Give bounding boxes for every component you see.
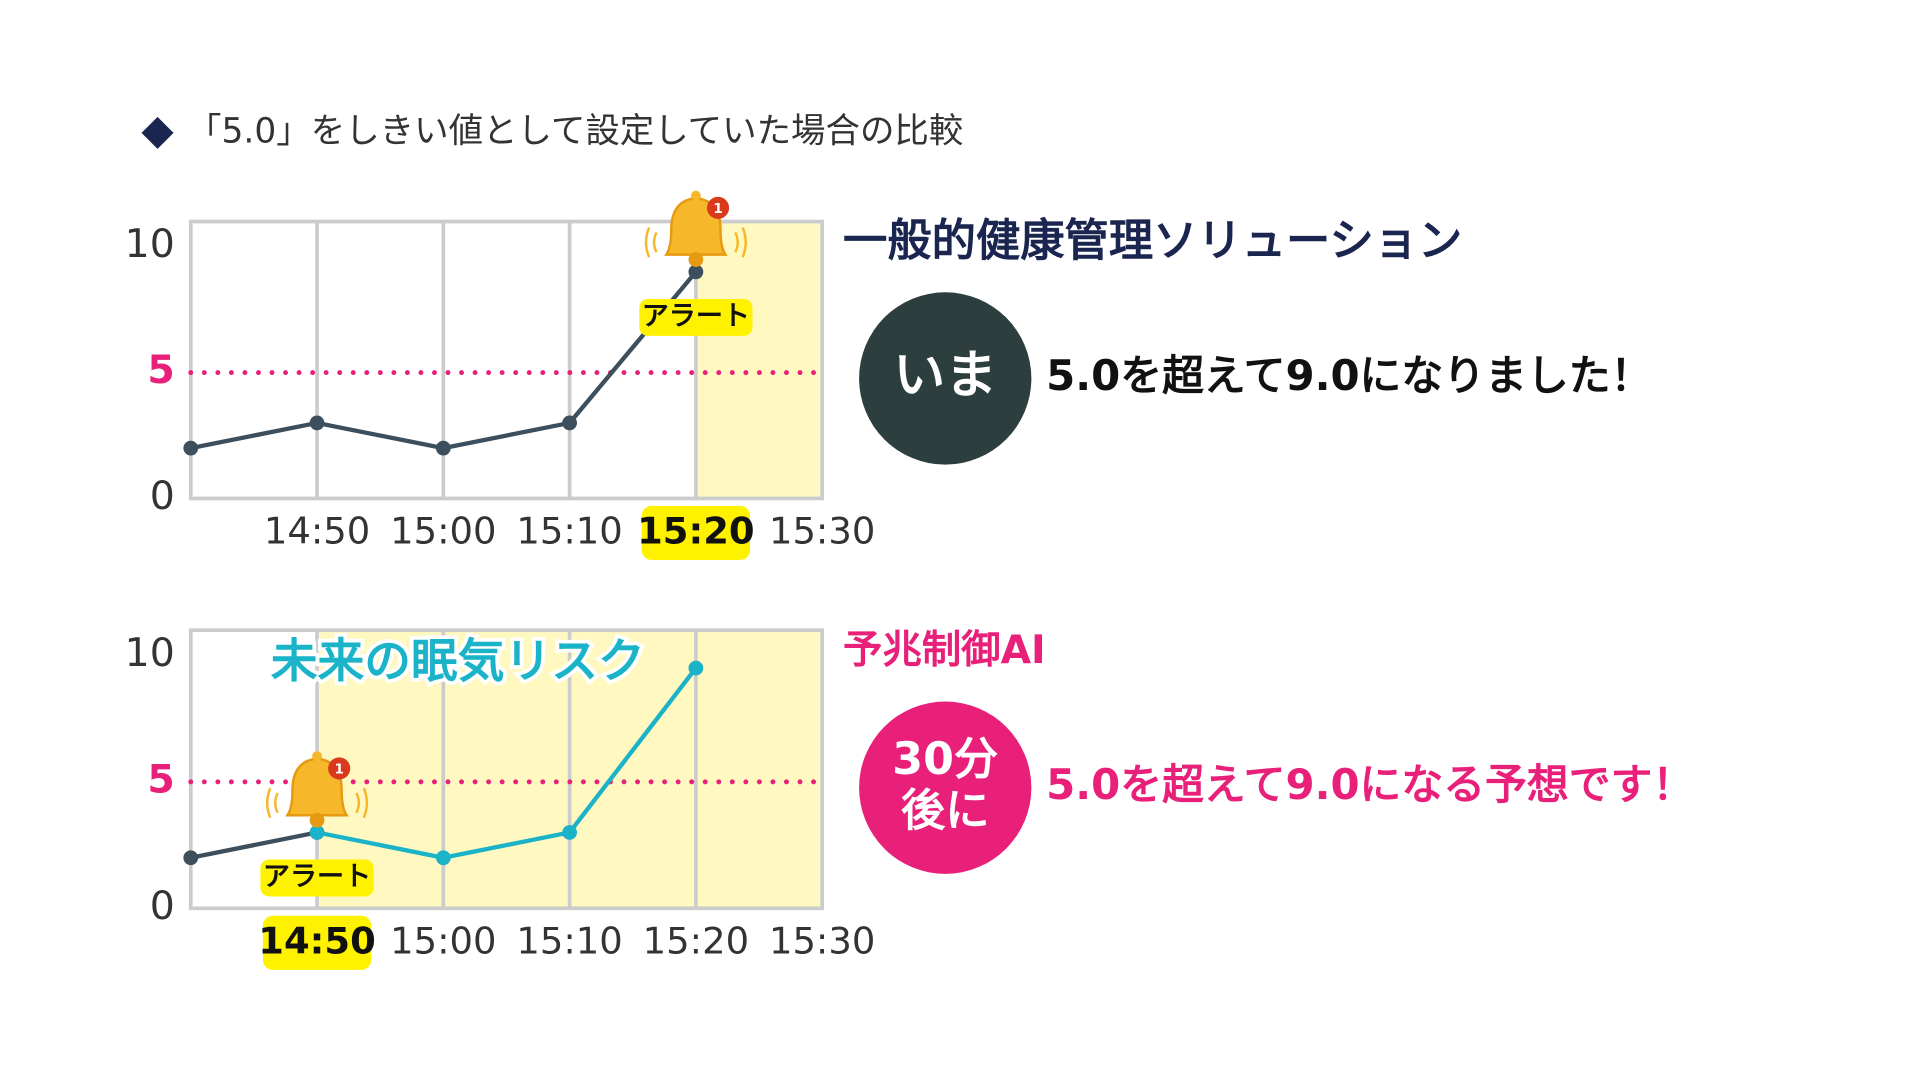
plot-frame (188, 219, 825, 501)
data-point (688, 660, 704, 676)
alert-bell: 1 (265, 751, 369, 828)
message: 5.0を超えて9.0になりました！ (1046, 351, 1652, 400)
plot-frame (188, 628, 825, 911)
badge-text: いま (894, 345, 997, 405)
x-tick-label: 15:10 (516, 919, 622, 962)
highlight-region (695, 221, 823, 499)
x-label-highlight (262, 915, 372, 970)
badge (859, 701, 1032, 874)
data-point (183, 440, 199, 456)
x-label-highlight (641, 505, 751, 560)
badge-text: 後に (901, 786, 990, 837)
bell-ring (362, 787, 369, 819)
bell-count: 1 (334, 762, 343, 778)
bell-clapper (688, 252, 704, 267)
message: 5.0を超えて9.0になる予想です！ (1046, 760, 1694, 809)
badge (859, 292, 1032, 465)
alert-label: アラート (642, 301, 750, 332)
bell-ring (741, 227, 747, 258)
x-tick-label: 15:00 (390, 919, 496, 962)
y-tick-label: 10 (125, 630, 175, 676)
bell-ring (273, 792, 279, 814)
x-tick-label: 15:20 (637, 509, 754, 552)
alert-label: アラート (263, 861, 371, 892)
alert-tag (639, 298, 753, 336)
x-tick-label: 14:50 (264, 509, 370, 552)
y-tick-label: 10 (125, 221, 175, 267)
chart-title: 一般的健康管理ソリューション (843, 216, 1462, 267)
bell-top (690, 190, 701, 201)
bell-clapper (309, 812, 325, 828)
x-tick-label: 15:30 (769, 919, 875, 962)
y-tick-label: 5 (147, 756, 174, 802)
data-point (309, 415, 325, 431)
chart-subtitle: 未来の眠気リスク (271, 635, 645, 689)
chart-title: 予兆制御AI (843, 627, 1046, 673)
y-tick-label: 5 (147, 347, 174, 393)
data-point (688, 264, 704, 280)
series-line (316, 666, 698, 860)
bell-badge (706, 196, 730, 219)
data-point (562, 825, 577, 840)
badge-text: 30分 (892, 734, 998, 785)
alert-bell: 1 (644, 190, 747, 267)
x-tick-label: 15:10 (516, 509, 622, 552)
data-point (183, 850, 199, 866)
bell-ring (734, 231, 739, 253)
bell-top (312, 751, 322, 762)
y-tick-label: 0 (150, 473, 175, 519)
bell-ring (652, 231, 658, 253)
bell-badge (328, 757, 351, 780)
alert-tag (260, 859, 374, 897)
bell-count: 1 (713, 201, 722, 217)
x-tick-label: 15:00 (390, 509, 496, 552)
data-point (435, 850, 451, 866)
x-tick-label: 15:20 (643, 919, 749, 962)
data-point (309, 825, 325, 840)
y-tick-label: 0 (150, 883, 175, 929)
data-point (435, 440, 451, 456)
heading-bullet (141, 116, 174, 149)
series-line (190, 830, 318, 860)
heading: 「5.0」をしきい値として設定していた場合の比較 (187, 111, 963, 151)
x-tick-label: 14:50 (258, 919, 375, 962)
bell-ring (265, 787, 272, 819)
data-point (562, 415, 577, 431)
x-tick-label: 15:30 (769, 509, 875, 552)
bell-ring (355, 792, 361, 814)
bell-ring (644, 227, 651, 258)
